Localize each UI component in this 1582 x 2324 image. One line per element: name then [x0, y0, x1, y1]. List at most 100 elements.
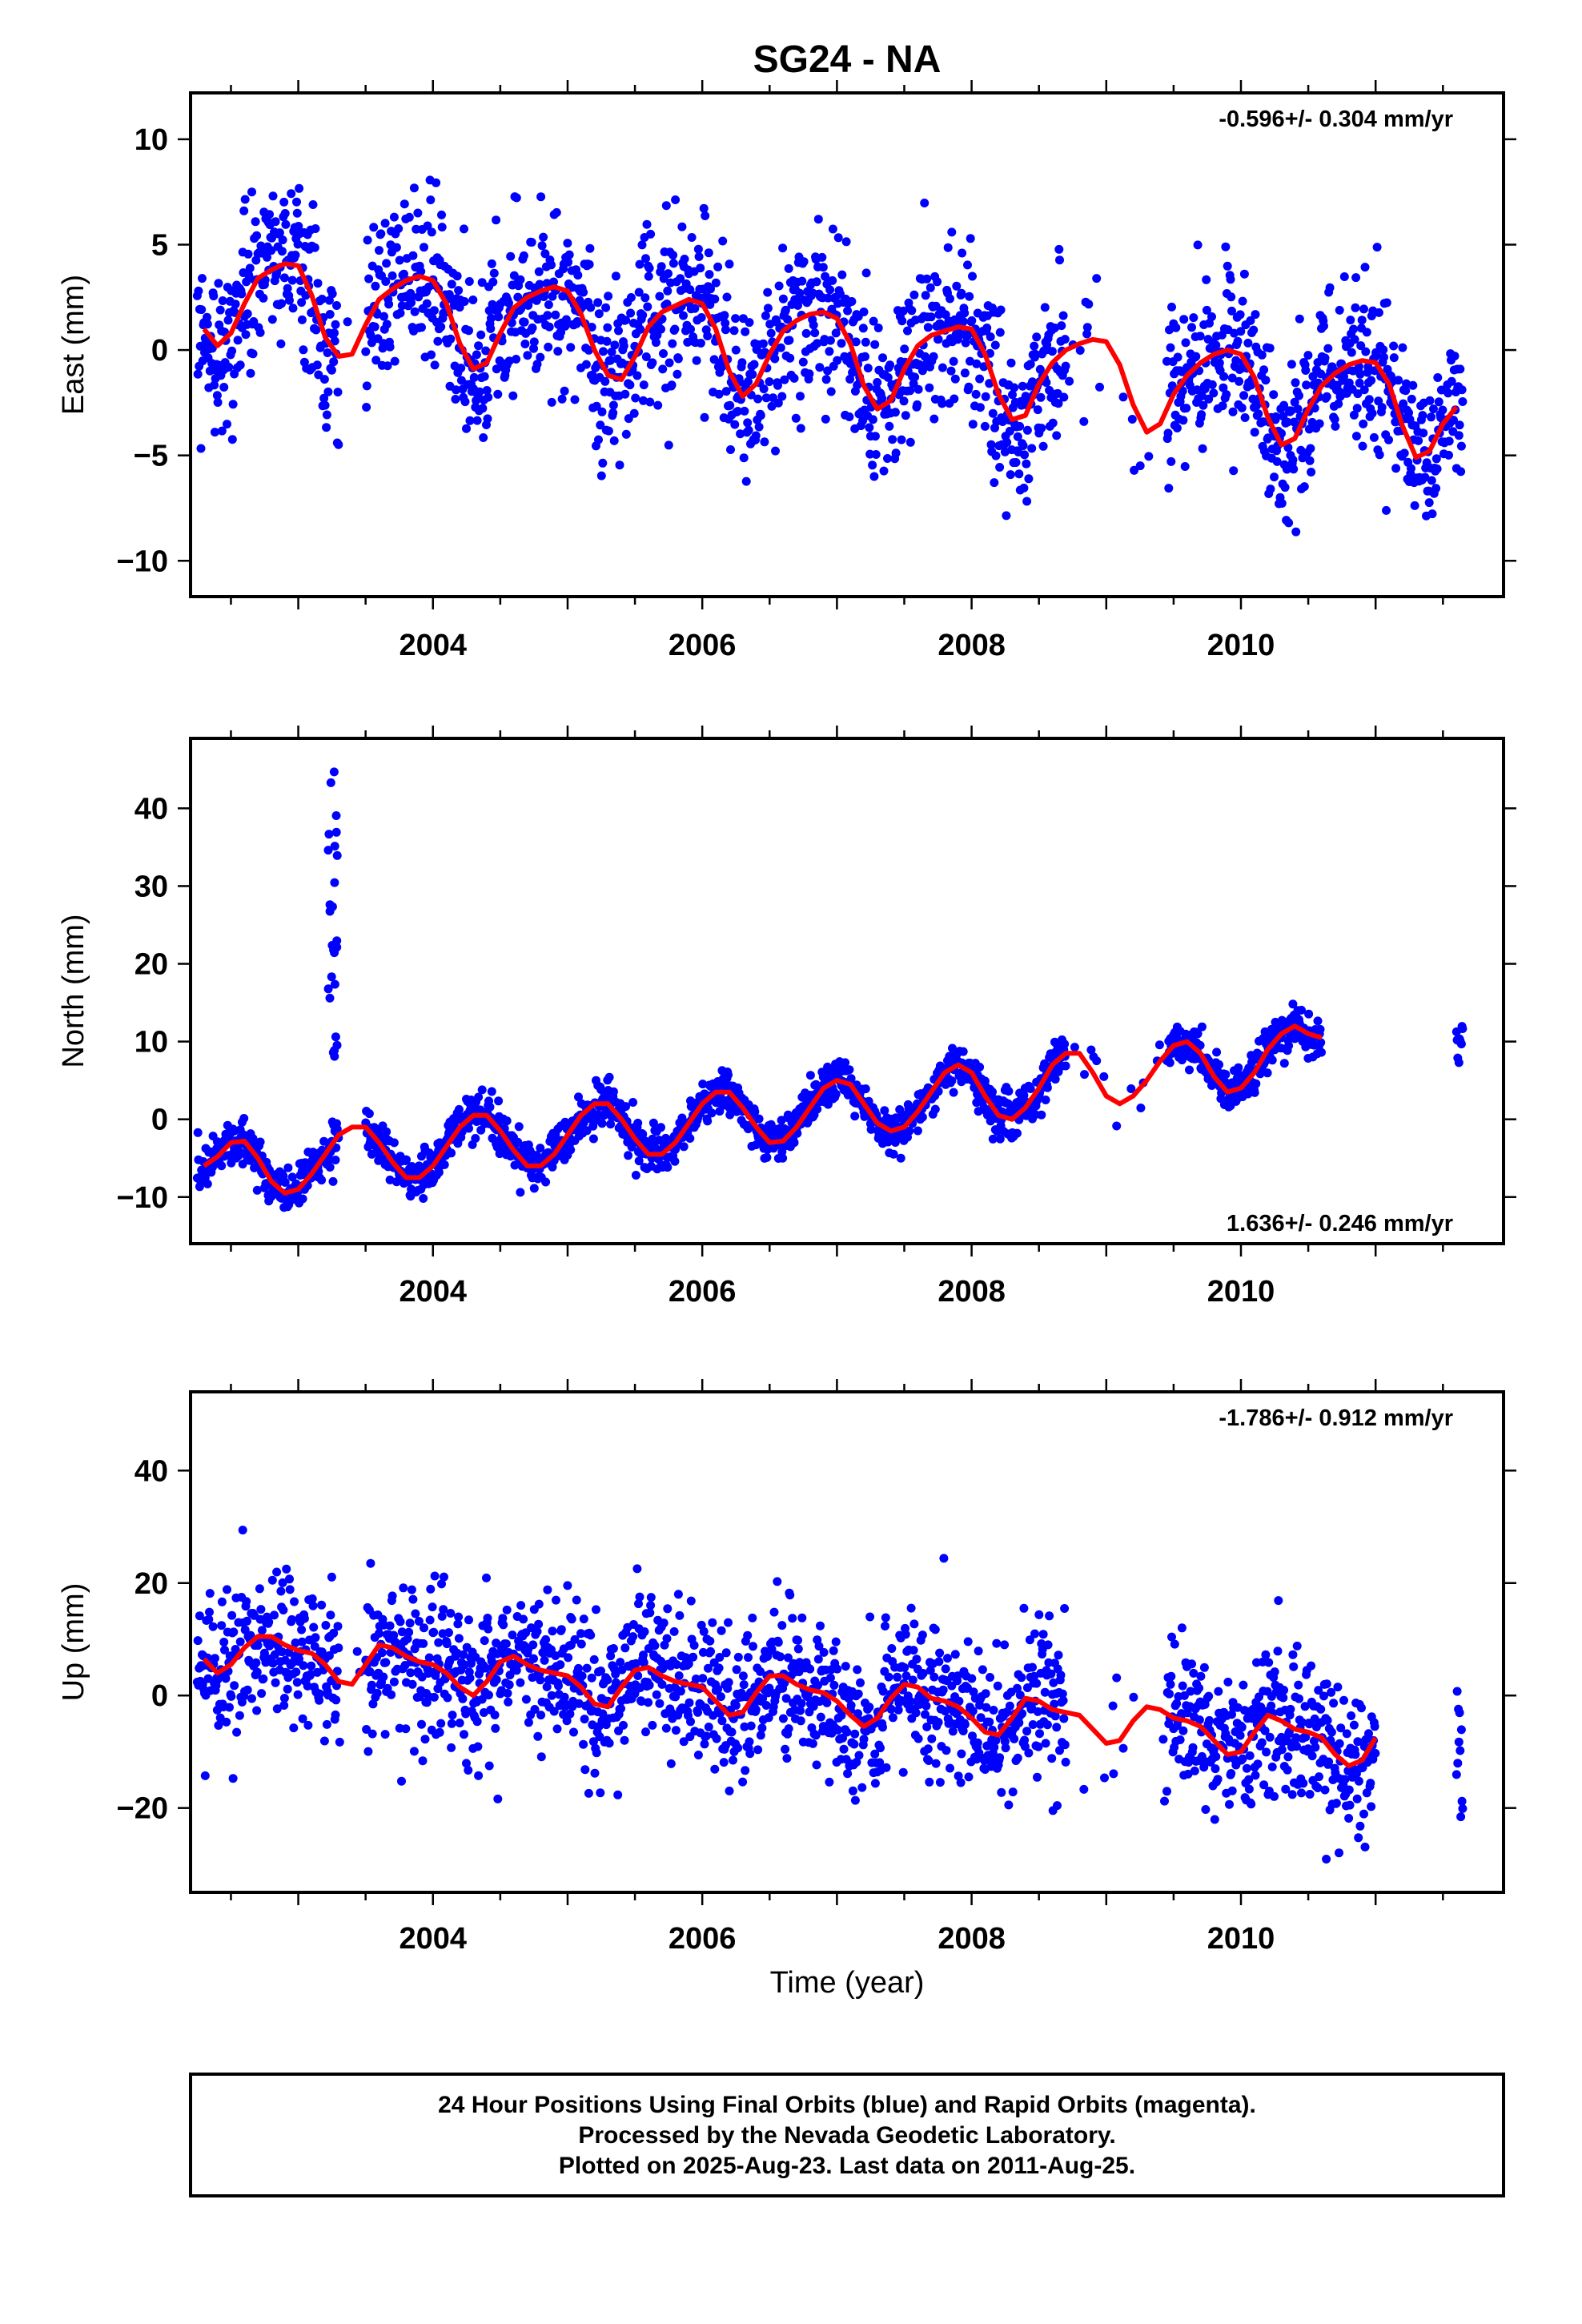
east-point: [432, 178, 441, 187]
up-point: [516, 1601, 526, 1610]
east-point: [625, 380, 635, 390]
east-point: [701, 211, 710, 220]
y-tick-label: 0: [151, 1104, 168, 1137]
east-point: [966, 356, 974, 366]
east-point: [382, 259, 391, 268]
east-point: [965, 292, 974, 301]
up-point: [387, 1690, 396, 1699]
north-point: [464, 1124, 473, 1133]
east-point: [566, 343, 576, 352]
north-point: [1251, 1079, 1261, 1088]
north-point: [1323, 0, 1332, 5]
east-point: [561, 315, 571, 324]
up-point: [235, 1637, 245, 1647]
north-point: [1324, 0, 1333, 5]
north-point: [1440, 0, 1449, 5]
east-point: [796, 392, 805, 401]
east-point: [656, 324, 665, 334]
north-point: [1371, 0, 1380, 5]
east-point: [962, 332, 972, 341]
north-point: [1447, 0, 1456, 5]
east-point: [1204, 394, 1214, 404]
north-point: [1267, 1055, 1277, 1065]
north-point: [754, 1114, 764, 1124]
east-point: [603, 323, 612, 332]
up-point: [596, 1788, 605, 1798]
north-point: [850, 1112, 860, 1121]
east-point: [1187, 323, 1196, 332]
east-point: [1238, 296, 1247, 306]
east-point: [1443, 388, 1453, 398]
up-point: [590, 1768, 600, 1778]
figure-title: SG24 - NA: [753, 38, 942, 81]
up-point: [405, 1618, 415, 1628]
north-point: [1454, 1058, 1464, 1068]
east-point: [761, 393, 771, 403]
east-point: [632, 371, 642, 380]
east-point: [549, 277, 558, 287]
up-point: [632, 1564, 642, 1574]
north-point: [1361, 0, 1370, 5]
east-point: [331, 320, 340, 329]
east-point: [460, 224, 468, 234]
north-point: [1352, 0, 1361, 5]
east-point: [1266, 485, 1275, 494]
north-point: [1366, 0, 1375, 5]
east-point: [1457, 385, 1467, 395]
east-point: [920, 199, 930, 207]
east-point: [1272, 456, 1282, 466]
east-point: [489, 268, 499, 278]
north-point: [1112, 1121, 1122, 1131]
up-point: [467, 1659, 476, 1668]
east-point: [1014, 469, 1024, 479]
east-point: [1449, 416, 1458, 425]
east-point: [343, 317, 352, 327]
up-point: [814, 1642, 824, 1651]
east-point: [1364, 395, 1374, 404]
east-point: [281, 219, 291, 229]
east-point: [299, 345, 308, 355]
east-point: [1407, 464, 1415, 473]
up-point: [230, 1681, 239, 1691]
up-point: [661, 1723, 671, 1733]
north-point: [1267, 1024, 1276, 1034]
north-point: [1099, 1072, 1109, 1081]
east-point: [279, 273, 289, 283]
east-point: [1351, 303, 1360, 312]
up-point: [292, 1678, 302, 1687]
up-point: [596, 1667, 605, 1675]
east-point: [861, 268, 871, 278]
north-point: [1343, 0, 1351, 5]
east-point: [641, 254, 650, 263]
east-point: [323, 387, 333, 396]
up-point: [271, 1678, 280, 1687]
up-point: [533, 1731, 543, 1741]
east-point: [668, 339, 677, 348]
north-point: [1319, 0, 1327, 5]
up-point: [646, 1601, 656, 1610]
up-point: [435, 1727, 444, 1737]
east-point: [900, 344, 909, 354]
north-point: [917, 1112, 927, 1122]
east-point: [417, 323, 426, 332]
east-point: [1420, 472, 1430, 482]
east-point: [731, 345, 741, 355]
north-point: [574, 1092, 583, 1102]
east-point: [982, 324, 992, 332]
east-point: [967, 316, 977, 325]
north-point: [1185, 1065, 1194, 1075]
east-point: [699, 203, 709, 213]
east-point: [570, 395, 580, 404]
up-point: [409, 1747, 419, 1756]
east-point: [1058, 311, 1068, 320]
east-point: [888, 435, 897, 444]
up-point: [663, 1604, 673, 1614]
north-point: [1348, 0, 1357, 5]
up-point: [797, 1699, 806, 1708]
up-point: [666, 1759, 676, 1768]
east-point: [1319, 321, 1328, 331]
east-point: [1252, 401, 1261, 410]
north-point: [1451, 0, 1460, 5]
east-point: [641, 352, 651, 361]
east-point: [1375, 450, 1384, 460]
